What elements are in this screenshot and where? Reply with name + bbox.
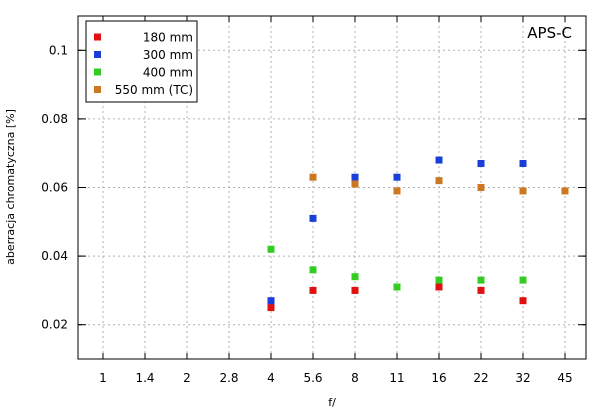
x-tick-label: 22: [473, 371, 488, 385]
data-point: [477, 184, 485, 191]
x-tick-label: 8: [351, 371, 359, 385]
data-point: [309, 286, 317, 294]
x-tick-label: 16: [431, 371, 446, 385]
y-tick-label: 0.02: [41, 318, 68, 332]
y-tick-label: 0.04: [41, 249, 68, 263]
y-tick-labels: 0.02 0.04 0.06 0.08 0.1: [41, 43, 68, 331]
data-point: [351, 286, 359, 294]
data-point: [393, 173, 401, 181]
data-point: [519, 297, 527, 305]
x-tick-label: 2.8: [219, 371, 238, 385]
x-tick-label: 1: [99, 371, 107, 385]
data-point: [309, 173, 317, 181]
y-tick-label: 0.1: [49, 43, 68, 57]
data-point: [435, 276, 443, 284]
x-tick-label: 32: [515, 371, 530, 385]
data-point: [309, 214, 317, 222]
data-point: [477, 159, 485, 167]
axis-ticks: [78, 16, 586, 359]
data-point: [267, 304, 275, 312]
x-tick-label: 45: [557, 371, 572, 385]
data-point: [267, 297, 275, 305]
x-tick-label: 1.4: [135, 371, 154, 385]
x-tick-label: 11: [389, 371, 404, 385]
legend-label: 300 mm: [143, 48, 193, 62]
legend-swatch: [94, 68, 101, 76]
data-point: [393, 283, 401, 291]
data-point: [477, 286, 485, 294]
data-points: [267, 156, 569, 312]
data-point: [435, 177, 443, 185]
x-tick-label: 5.6: [303, 371, 322, 385]
y-tick-label: 0.06: [41, 181, 68, 195]
x-tick-label: 4: [267, 371, 275, 385]
legend-swatch: [94, 51, 101, 58]
data-point: [309, 266, 317, 274]
data-point: [267, 245, 275, 253]
data-point: [435, 283, 443, 291]
legend-swatch: [94, 33, 101, 41]
y-tick-label: 0.08: [41, 112, 68, 126]
data-point: [393, 187, 401, 195]
data-point: [351, 273, 359, 281]
legend: 180 mm 300 mm 400 mm 550 mm (TC): [85, 20, 198, 103]
y-axis-title: aberracja chromatyczna [%]: [4, 109, 17, 265]
data-point: [519, 276, 527, 284]
x-tick-labels: 1 1.4 2 2.8 4 5.6 8 11 16 22 32 45: [99, 371, 572, 385]
data-point: [435, 156, 443, 164]
legend-label: 550 mm (TC): [115, 83, 193, 97]
annotation-aps-c: APS-C: [527, 24, 572, 42]
data-point: [351, 173, 359, 181]
data-point: [351, 180, 359, 188]
data-point: [561, 187, 569, 195]
legend-swatch: [94, 86, 101, 93]
x-axis-title: f/: [328, 396, 336, 409]
data-point: [519, 159, 527, 167]
legend-items: 180 mm 300 mm 400 mm 550 mm (TC): [94, 31, 193, 97]
data-point: [519, 187, 527, 195]
legend-label: 400 mm: [143, 66, 193, 80]
legend-box: [85, 20, 198, 103]
legend-label: 180 mm: [143, 31, 193, 45]
data-point: [477, 276, 485, 284]
x-tick-label: 2: [183, 371, 191, 385]
